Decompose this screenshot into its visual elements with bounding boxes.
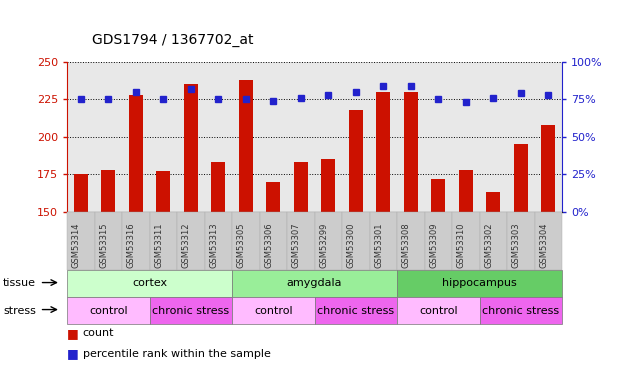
Text: GSM53300: GSM53300 <box>347 223 356 268</box>
Text: GSM53315: GSM53315 <box>99 223 108 268</box>
Text: count: count <box>83 328 114 338</box>
Text: cortex: cortex <box>132 279 167 288</box>
Text: GSM53305: GSM53305 <box>237 223 246 268</box>
Text: GSM53313: GSM53313 <box>209 222 219 268</box>
Text: GSM53301: GSM53301 <box>374 223 383 268</box>
Bar <box>459 170 473 212</box>
Bar <box>266 182 280 212</box>
Bar <box>129 95 143 212</box>
Bar <box>432 179 445 212</box>
Text: GSM53311: GSM53311 <box>154 223 163 268</box>
Text: GSM53310: GSM53310 <box>457 223 466 268</box>
Text: GSM53312: GSM53312 <box>182 223 191 268</box>
Text: control: control <box>89 306 128 315</box>
Bar <box>239 80 253 212</box>
Bar <box>376 92 390 212</box>
Text: tissue: tissue <box>3 279 36 288</box>
Bar <box>156 171 170 212</box>
Text: ■: ■ <box>67 348 79 360</box>
Text: GDS1794 / 1367702_at: GDS1794 / 1367702_at <box>92 33 253 47</box>
Text: GSM53308: GSM53308 <box>402 222 410 268</box>
Text: chronic stress: chronic stress <box>317 306 394 315</box>
Text: stress: stress <box>3 306 36 315</box>
Text: GSM53309: GSM53309 <box>429 223 438 268</box>
Text: GSM53306: GSM53306 <box>265 222 273 268</box>
Text: GSM53299: GSM53299 <box>319 223 329 268</box>
Text: chronic stress: chronic stress <box>152 306 229 315</box>
Bar <box>404 92 418 212</box>
Text: ■: ■ <box>67 327 79 340</box>
Bar <box>349 110 363 212</box>
Bar <box>101 170 115 212</box>
Bar <box>486 192 500 212</box>
Text: amygdala: amygdala <box>287 279 342 288</box>
Bar <box>74 174 88 212</box>
Bar <box>211 162 225 212</box>
Text: GSM53304: GSM53304 <box>539 223 548 268</box>
Text: chronic stress: chronic stress <box>482 306 560 315</box>
Text: GSM53316: GSM53316 <box>127 222 136 268</box>
Bar <box>184 84 197 212</box>
Text: hippocampus: hippocampus <box>442 279 517 288</box>
Text: control: control <box>254 306 292 315</box>
Text: GSM53303: GSM53303 <box>512 222 521 268</box>
Text: GSM53302: GSM53302 <box>484 223 493 268</box>
Text: control: control <box>419 306 458 315</box>
Bar <box>322 159 335 212</box>
Bar <box>294 162 307 212</box>
Text: GSM53307: GSM53307 <box>292 222 301 268</box>
Text: percentile rank within the sample: percentile rank within the sample <box>83 349 271 359</box>
Bar <box>514 144 528 212</box>
Text: GSM53314: GSM53314 <box>72 223 81 268</box>
Bar <box>542 125 555 212</box>
